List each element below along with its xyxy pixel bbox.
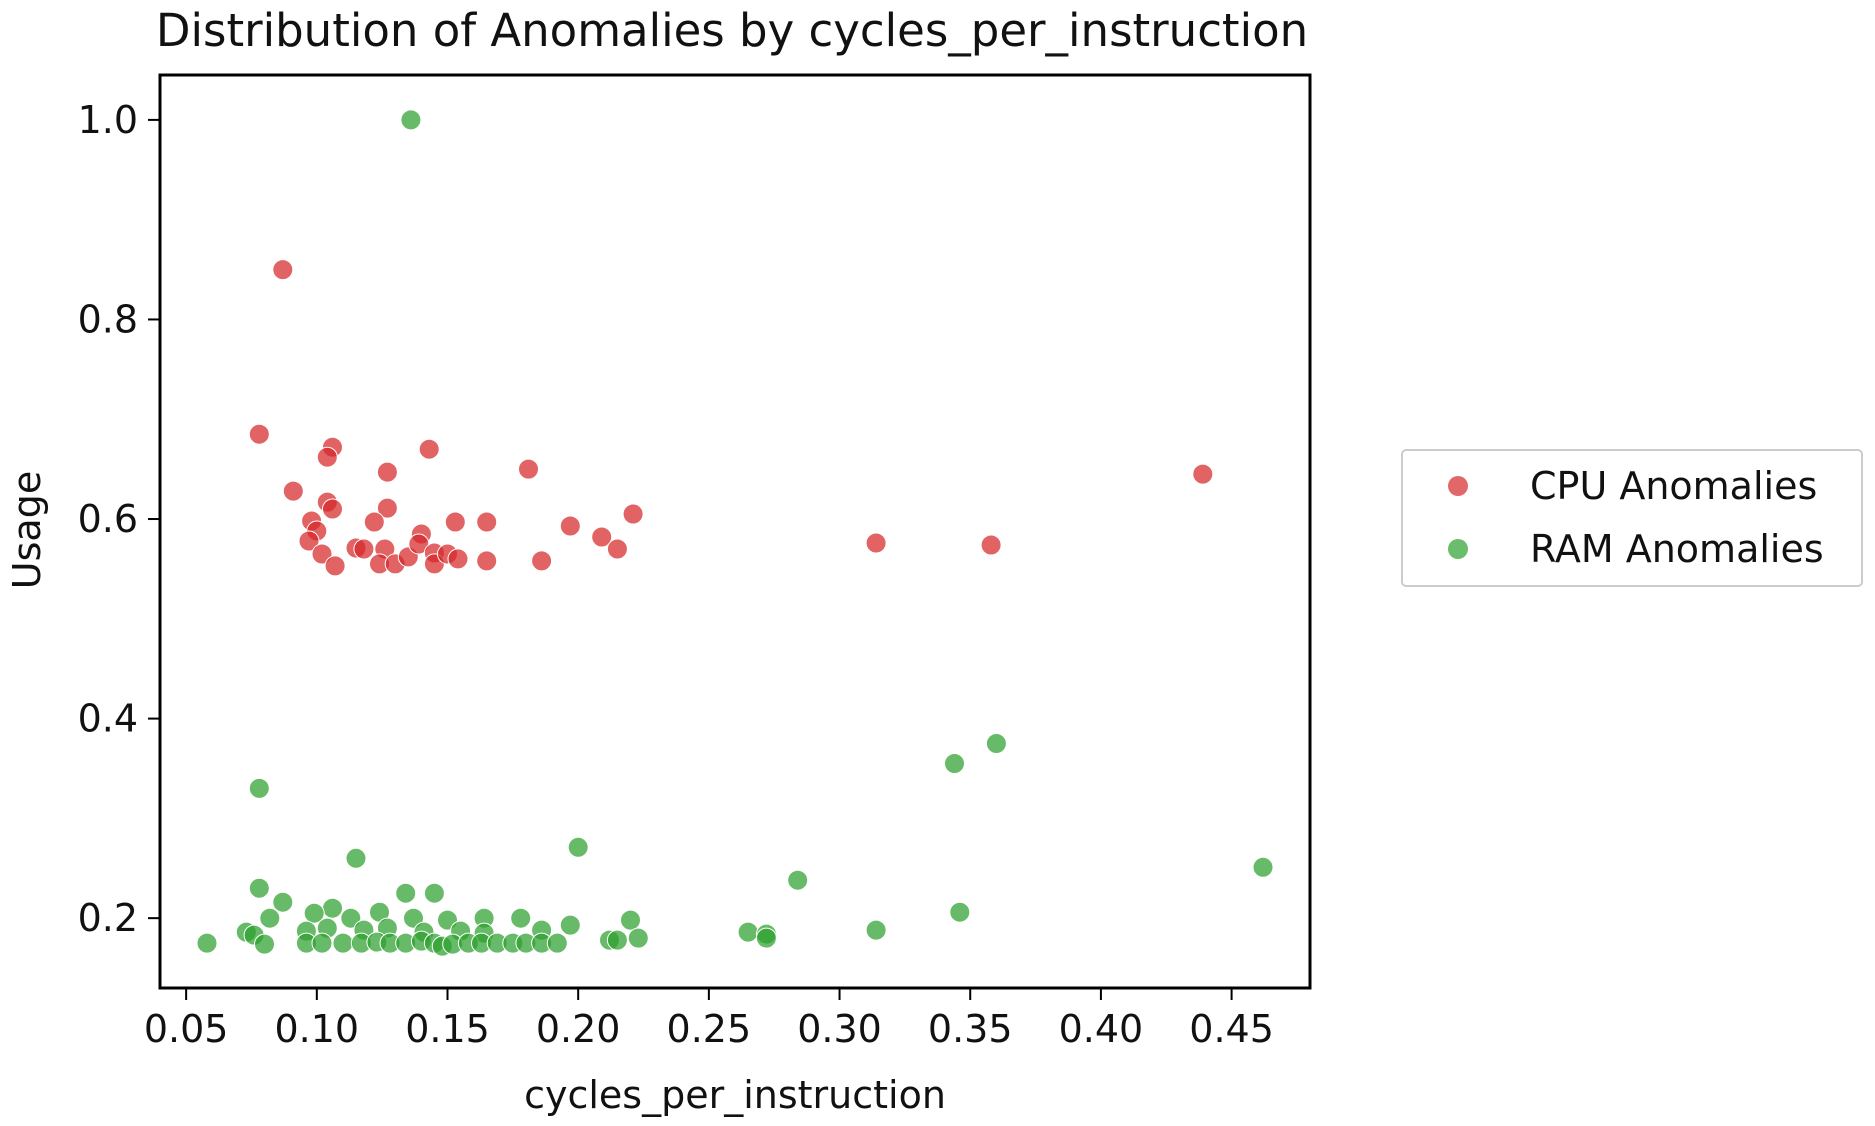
- ram-anomaly-point: [400, 109, 422, 131]
- x-axis-ticks: 0.05 0.10 0.15 0.20 0.25 0.30 0.35 0.40 0.45: [144, 988, 1274, 1051]
- cpu-anomaly-point: [316, 446, 338, 468]
- cpu-anomaly-point: [376, 497, 398, 519]
- x-tick-label: 0.35: [928, 1007, 1013, 1051]
- x-axis-title: cycles_per_instruction: [524, 1073, 946, 1117]
- cpu-anomaly-point: [622, 503, 644, 525]
- ram-anomaly-point: [395, 882, 417, 904]
- points-layer: [196, 109, 1274, 957]
- legend-label-cpu: CPU Anomalies: [1530, 464, 1817, 508]
- cpu-anomaly-point: [476, 550, 498, 572]
- legend-marker-cpu: [1448, 476, 1468, 496]
- ram-anomaly-point: [865, 919, 887, 941]
- cpu-anomaly-point: [376, 461, 398, 483]
- cpu-anomaly-point: [865, 532, 887, 554]
- cpu-anomaly-point: [518, 458, 539, 480]
- y-tick-label: 0.4: [78, 697, 138, 741]
- ram-anomaly-point: [272, 891, 294, 913]
- plot-area: [158, 73, 1312, 990]
- y-tick-label: 0.6: [78, 497, 138, 541]
- ram-anomaly-point: [423, 882, 445, 904]
- y-axis-ticks: 0.2 0.4 0.6 0.8 1.0: [78, 98, 160, 940]
- x-tick-label: 0.05: [144, 1007, 229, 1051]
- ram-anomaly-point: [259, 907, 281, 929]
- cpu-anomaly-point: [322, 498, 343, 520]
- ram-anomaly-point: [345, 847, 367, 869]
- ram-anomaly-point: [567, 836, 589, 858]
- y-axis-title: Usage: [5, 471, 49, 589]
- ram-anomaly-point: [985, 733, 1007, 754]
- cpu-anomaly-point: [447, 548, 469, 570]
- ram-anomaly-point: [303, 902, 325, 924]
- x-tick-label: 0.40: [1059, 1007, 1144, 1051]
- cpu-anomaly-point: [311, 543, 333, 565]
- cpu-anomaly-point: [408, 533, 430, 555]
- x-tick-label: 0.15: [405, 1007, 490, 1051]
- legend-label-ram: RAM Anomalies: [1530, 527, 1824, 571]
- cpu-anomaly-point: [606, 538, 628, 560]
- ram-anomaly-point: [755, 927, 777, 949]
- ram-anomaly-point: [944, 753, 965, 774]
- cpu-anomaly-point: [324, 555, 346, 577]
- cpu-anomaly-point: [1192, 463, 1214, 485]
- cpu-anomaly-point: [363, 511, 385, 533]
- legend-box: [1401, 449, 1863, 587]
- y-tick-label: 0.8: [78, 297, 138, 341]
- ram-anomaly-point: [949, 901, 971, 923]
- y-tick-label: 0.2: [78, 896, 138, 940]
- ram-anomaly-point: [620, 909, 641, 931]
- legend-marker-ram: [1448, 539, 1468, 559]
- ram-anomaly-point: [1252, 856, 1274, 878]
- cpu-anomaly-point: [980, 534, 1002, 556]
- ram-anomaly-point: [254, 933, 275, 955]
- cpu-anomaly-point: [444, 511, 466, 533]
- ram-anomaly-point: [311, 932, 333, 954]
- cpu-anomaly-point: [272, 259, 294, 281]
- ram-anomaly-point: [332, 932, 354, 954]
- ram-anomaly-point: [787, 869, 809, 891]
- cpu-anomaly-point: [531, 550, 553, 572]
- legend: CPU Anomalies RAM Anomalies: [1401, 449, 1863, 587]
- ram-anomaly-point: [510, 907, 532, 929]
- ram-anomaly-point: [196, 932, 218, 954]
- cpu-anomaly-point: [476, 511, 498, 533]
- x-tick-label: 0.10: [275, 1007, 360, 1051]
- cpu-anomaly-point: [353, 538, 375, 560]
- cpu-anomaly-point: [248, 423, 270, 445]
- ram-anomaly-point: [248, 777, 270, 799]
- ram-anomaly-point: [737, 921, 759, 943]
- ram-anomaly-point: [340, 907, 362, 929]
- x-tick-label: 0.20: [536, 1007, 621, 1051]
- cpu-anomaly-point: [591, 526, 613, 548]
- ram-anomaly-point: [546, 932, 568, 954]
- ram-anomaly-point: [627, 927, 649, 949]
- cpu-anomaly-point: [418, 438, 440, 460]
- ram-anomaly-point: [248, 877, 270, 899]
- ram-anomaly-point: [606, 929, 628, 951]
- x-tick-label: 0.45: [1189, 1007, 1274, 1051]
- chart-title: Distribution of Anomalies by cycles_per_…: [156, 4, 1308, 57]
- cpu-anomaly-point: [298, 530, 320, 552]
- y-tick-label: 1.0: [78, 98, 138, 142]
- cpu-anomaly-point: [282, 480, 304, 502]
- cpu-anomaly-point: [559, 515, 581, 537]
- ram-anomaly-point: [322, 897, 343, 919]
- x-tick-label: 0.25: [667, 1007, 752, 1051]
- ram-anomaly-point: [559, 914, 581, 936]
- x-tick-label: 0.30: [797, 1007, 882, 1051]
